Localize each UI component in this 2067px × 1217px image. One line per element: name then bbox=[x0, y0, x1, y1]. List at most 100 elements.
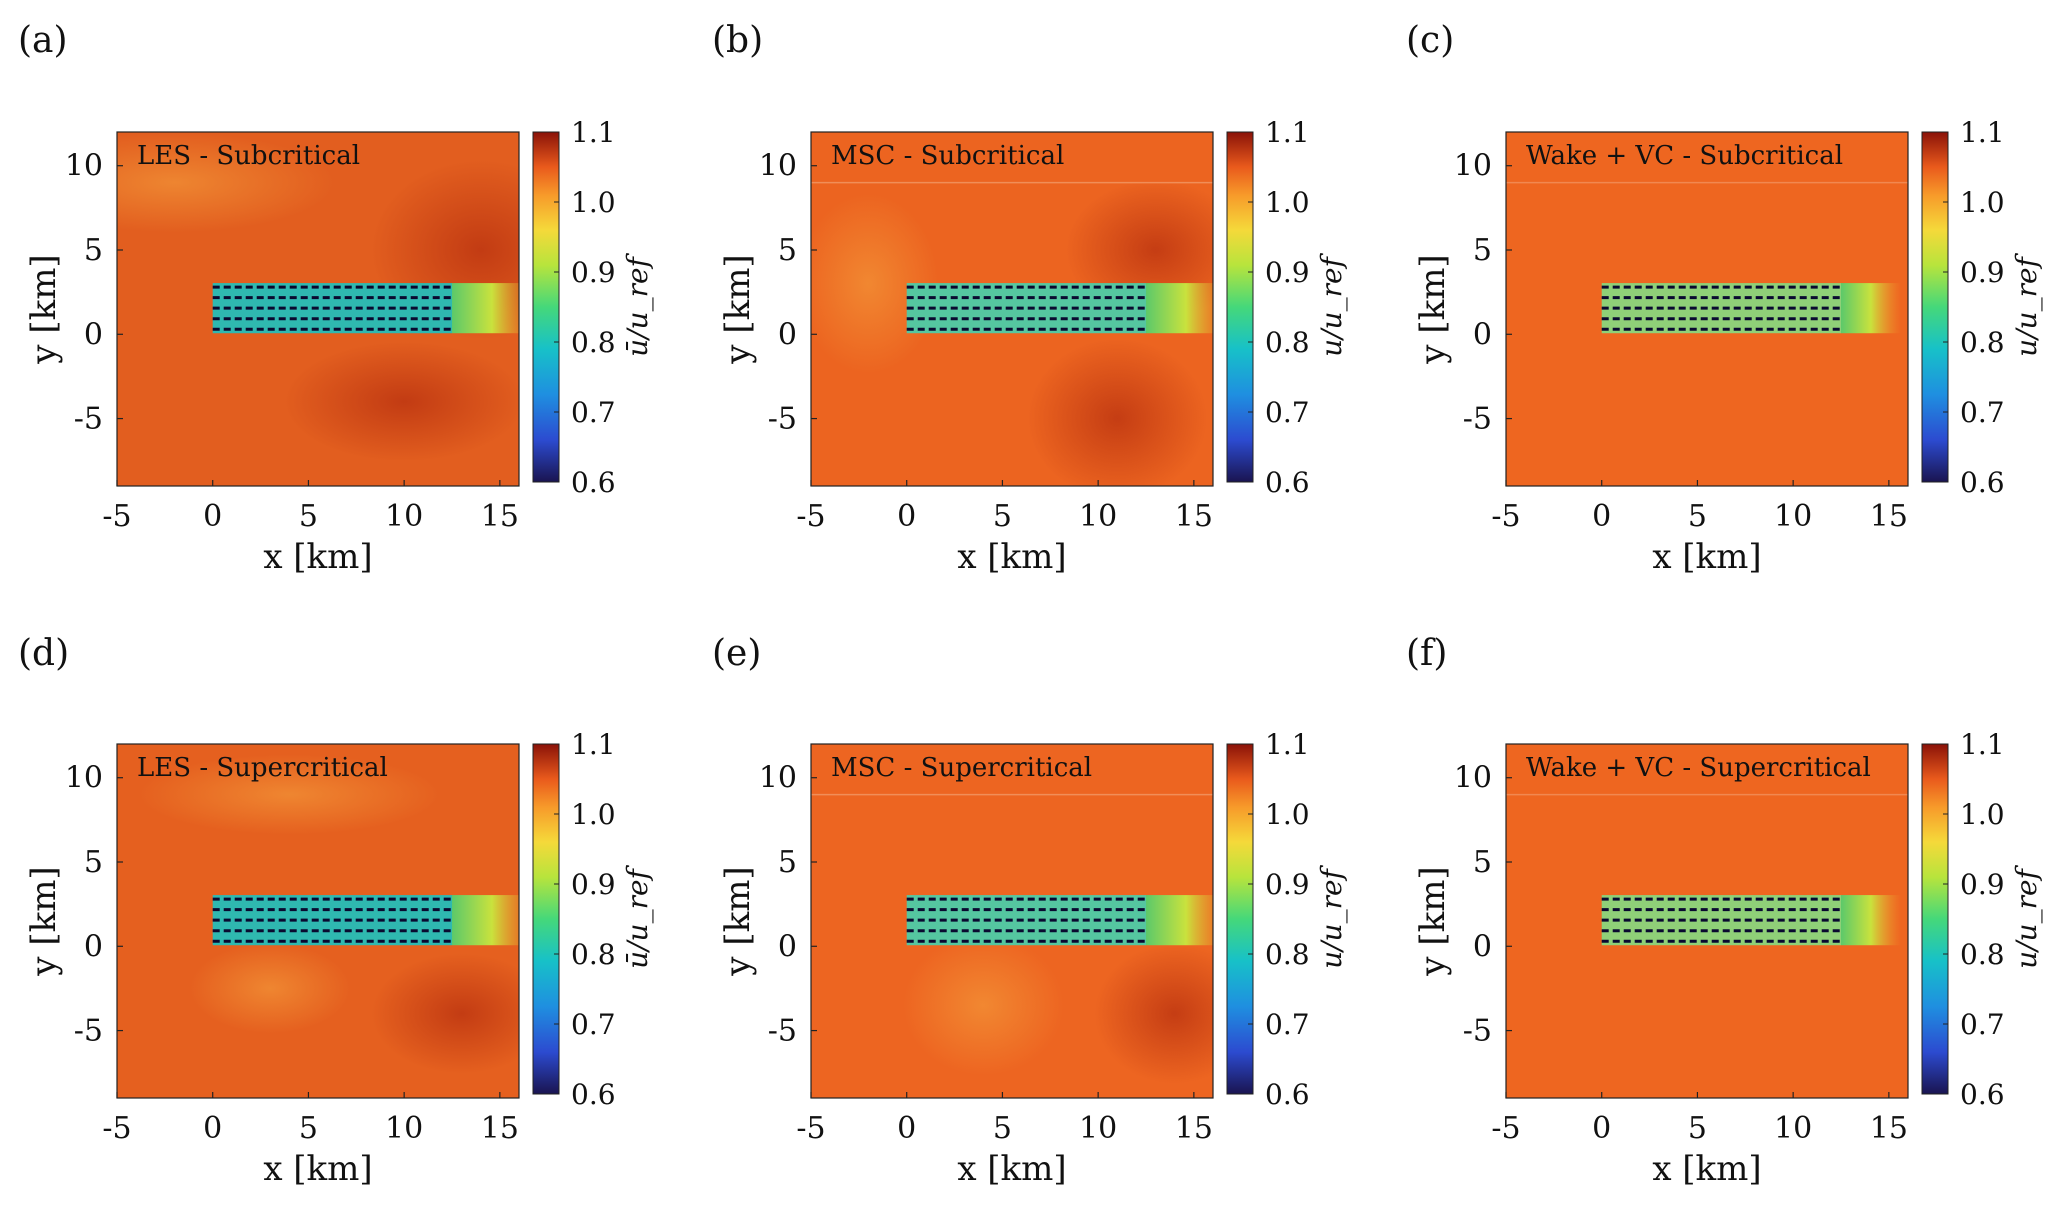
y-tick-label: 0 bbox=[84, 317, 103, 352]
colorbar-tick-label: 1.0 bbox=[1960, 186, 2005, 219]
x-tick-label: 0 bbox=[897, 499, 916, 534]
low-speed-region bbox=[117, 132, 335, 233]
panel-letter: (b) bbox=[712, 20, 763, 61]
colorbar bbox=[1226, 743, 1254, 1095]
y-tick-label: -5 bbox=[74, 1014, 103, 1049]
colorbar-tick-label: 0.7 bbox=[1265, 1008, 1310, 1041]
colorbar-tick-label: 1.1 bbox=[1265, 116, 1310, 149]
velocity-field bbox=[1506, 744, 1908, 1098]
colorbar bbox=[532, 131, 560, 483]
panel-title: Wake + VC - Supercritical bbox=[1526, 753, 1871, 783]
colorbar-tick-label: 0.6 bbox=[571, 1078, 616, 1111]
downstream-wake bbox=[452, 283, 519, 334]
panel-b: (b) MSC - Subcritical -5 0 5 10 15 x [km] -5 0 5 10… bbox=[712, 20, 1348, 577]
colorbar-tick-label: 1.0 bbox=[571, 186, 616, 219]
y-tick-label: -5 bbox=[1463, 1014, 1492, 1049]
y-tick-label: 5 bbox=[84, 233, 103, 268]
colorbar-tick-label: 0.9 bbox=[1265, 868, 1310, 901]
panel-letter: (c) bbox=[1406, 20, 1454, 61]
x-tick-label: 5 bbox=[1688, 499, 1707, 534]
colorbar-tick-label: 1.0 bbox=[1265, 186, 1310, 219]
plot-frame bbox=[1505, 743, 1909, 1099]
panel-letter: (f) bbox=[1406, 633, 1447, 674]
y-tick-label: 10 bbox=[1454, 761, 1492, 796]
x-tick-label: -5 bbox=[796, 1111, 825, 1146]
y-tick-label: 10 bbox=[759, 149, 797, 184]
colorbar-tick-label: 0.8 bbox=[1960, 326, 2005, 359]
downstream-wake bbox=[452, 895, 519, 946]
high-speed-region bbox=[371, 953, 519, 1074]
y-tick-label: 0 bbox=[778, 317, 797, 352]
y-tick-label: 10 bbox=[759, 761, 797, 796]
panel-title: LES - Subcritical bbox=[137, 141, 360, 171]
velocity-field bbox=[117, 744, 519, 1098]
x-axis-label: x [km] bbox=[263, 1149, 372, 1189]
low-speed-region bbox=[811, 193, 939, 374]
colorbar-tick-label: 0.6 bbox=[1265, 466, 1310, 499]
x-tick-label: 5 bbox=[993, 499, 1012, 534]
low-speed-region bbox=[903, 935, 1064, 1076]
high-speed-region bbox=[1027, 338, 1208, 486]
panel-title: MSC - Subcritical bbox=[831, 141, 1064, 171]
low-speed-region bbox=[190, 943, 351, 1034]
x-tick-label: 5 bbox=[1688, 1111, 1707, 1146]
panel-c: (c) Wake + VC - Subcritical -5 0 5 10 15 x [km]… bbox=[1406, 20, 2043, 577]
x-tick-label: 0 bbox=[203, 1111, 222, 1146]
x-tick-label: 10 bbox=[1774, 1111, 1812, 1146]
colorbar-tick-label: 1.0 bbox=[1960, 798, 2005, 831]
y-axis-label: y [km] bbox=[718, 254, 758, 364]
velocity-field bbox=[811, 744, 1213, 1098]
panel-letter: (d) bbox=[18, 633, 69, 674]
colorbar-tick-label: 0.9 bbox=[571, 868, 616, 901]
colorbar-tick-label: 0.6 bbox=[1960, 466, 2005, 499]
colorbar-tick-label: 0.6 bbox=[1265, 1078, 1310, 1111]
colorbar-tick-label: 0.7 bbox=[1960, 396, 2005, 429]
colorbar-tick-label: 0.8 bbox=[1960, 938, 2005, 971]
x-tick-label: 15 bbox=[1870, 499, 1908, 534]
x-tick-label: 15 bbox=[481, 499, 519, 534]
x-tick-label: 0 bbox=[897, 1111, 916, 1146]
velocity-field bbox=[811, 132, 1213, 486]
colorbar-tick-label: 0.7 bbox=[1265, 396, 1310, 429]
downstream-wake bbox=[1841, 895, 1901, 946]
y-tick-label: 5 bbox=[778, 233, 797, 268]
x-tick-label: 10 bbox=[385, 1111, 423, 1146]
downstream-wake bbox=[1146, 895, 1213, 946]
y-tick-label: 10 bbox=[65, 149, 103, 184]
y-tick-label: 0 bbox=[778, 929, 797, 964]
y-axis-label: y [km] bbox=[1413, 866, 1453, 976]
panel-e: (e) MSC - Supercritical -5 0 5 10 15 x [km] -5 0 5… bbox=[712, 633, 1348, 1189]
x-tick-label: 15 bbox=[1870, 1111, 1908, 1146]
panel-f: (f) Wake + VC - Supercritical -5 0 5 10 15 x [k… bbox=[1406, 633, 2043, 1189]
colorbar-label: ū/u_ref bbox=[621, 864, 654, 968]
x-tick-label: 15 bbox=[1175, 499, 1213, 534]
x-tick-label: 10 bbox=[1774, 499, 1812, 534]
plot-frame bbox=[116, 743, 520, 1099]
colorbar-tick-label: 0.8 bbox=[571, 326, 616, 359]
colorbar-tick-label: 0.8 bbox=[1265, 326, 1310, 359]
plot-frame bbox=[116, 131, 520, 487]
velocity-field bbox=[117, 132, 519, 486]
velocity-field bbox=[1506, 132, 1908, 486]
colorbar-tick-label: 1.1 bbox=[1960, 116, 2005, 149]
x-tick-label: 5 bbox=[299, 499, 318, 534]
y-axis-label: y [km] bbox=[718, 866, 758, 976]
colorbar-tick-label: 1.0 bbox=[571, 798, 616, 831]
y-tick-label: 0 bbox=[84, 929, 103, 964]
x-tick-label: -5 bbox=[102, 1111, 131, 1146]
x-tick-label: 5 bbox=[299, 1111, 318, 1146]
panel-title: MSC - Supercritical bbox=[831, 753, 1092, 783]
colorbar bbox=[1226, 131, 1254, 483]
y-tick-label: 5 bbox=[778, 845, 797, 880]
colorbar-tick-label: 1.0 bbox=[1265, 798, 1310, 831]
colorbar-tick-label: 0.9 bbox=[1265, 256, 1310, 289]
y-tick-label: 5 bbox=[1473, 845, 1492, 880]
high-speed-region bbox=[1094, 943, 1213, 1084]
y-tick-label: 10 bbox=[1454, 149, 1492, 184]
panel-letter: (a) bbox=[18, 20, 68, 61]
plot-frame bbox=[810, 743, 1214, 1099]
y-tick-label: -5 bbox=[74, 402, 103, 437]
y-tick-label: 0 bbox=[1473, 929, 1492, 964]
x-tick-label: 0 bbox=[203, 499, 222, 534]
y-axis-label: y [km] bbox=[1413, 254, 1453, 364]
